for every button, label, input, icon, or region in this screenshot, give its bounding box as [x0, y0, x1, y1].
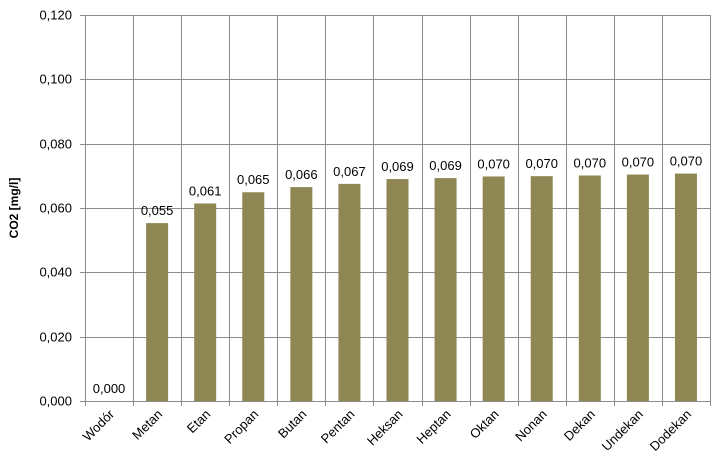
data-label: 0,055: [141, 203, 174, 218]
gridlines: [85, 15, 711, 401]
data-label: 0,065: [237, 172, 270, 187]
bar: [482, 176, 505, 401]
x-tick-label: Dekan: [561, 407, 598, 444]
data-label: 0,070: [622, 155, 655, 170]
y-tick-label: 0,020: [39, 330, 72, 345]
bar: [578, 175, 601, 401]
x-tick-label: Oktan: [467, 407, 502, 442]
bar: [386, 179, 409, 401]
bar: [194, 203, 217, 401]
x-tick-labels: Wodór Metan Etan Propan Butan Pentan Heksan Hep…: [80, 406, 694, 454]
y-tick-label: 0,100: [39, 72, 72, 87]
y-tick-label: 0,120: [39, 8, 72, 23]
x-tick-label: Heptan: [413, 407, 453, 447]
x-tick-label: Etan: [184, 407, 214, 437]
y-tick-label: 0,060: [39, 201, 72, 216]
data-label: 0,069: [381, 159, 414, 174]
data-labels: 0,000 0,055 0,061 0,065 0,066 0,067 0,069 0,069…: [93, 154, 702, 396]
x-tick-label: Butan: [275, 407, 310, 442]
bar: [290, 187, 313, 401]
x-tick-label: Metan: [129, 407, 165, 443]
x-tick-label: Pentan: [318, 407, 358, 447]
axes: [80, 15, 711, 406]
x-tick-label: Wodór: [80, 406, 118, 444]
x-tick-label: Heksan: [364, 407, 406, 449]
y-tick-label: 0,000: [39, 394, 72, 409]
data-label: 0,067: [333, 164, 366, 179]
data-label: 0,070: [670, 154, 703, 169]
bar: [338, 183, 361, 401]
y-axis-title: CO2 [mg/l]: [7, 178, 21, 239]
bars: [146, 173, 697, 401]
bar: [674, 173, 697, 401]
data-label: 0,070: [574, 156, 607, 171]
y-tick-labels: 0,000 0,020 0,040 0,060 0,080 0,100 0,120: [39, 8, 72, 409]
data-label: 0,066: [285, 167, 318, 182]
bar: [530, 176, 553, 401]
data-label: 0,069: [429, 158, 462, 173]
x-tick-label: Dodekan: [647, 407, 694, 454]
x-tick-label: Undekan: [599, 407, 646, 454]
data-label: 0,070: [477, 156, 510, 171]
data-label: 0,000: [93, 381, 126, 396]
y-tick-label: 0,080: [39, 137, 72, 152]
x-tick-label: Nonan: [512, 407, 550, 445]
data-label: 0,061: [189, 183, 222, 198]
x-tick-label: Propan: [221, 407, 261, 447]
bar: [146, 223, 169, 401]
bar: [626, 174, 649, 401]
y-tick-label: 0,040: [39, 265, 72, 280]
bar: [434, 178, 457, 401]
data-label: 0,070: [525, 156, 558, 171]
bar: [242, 192, 265, 401]
